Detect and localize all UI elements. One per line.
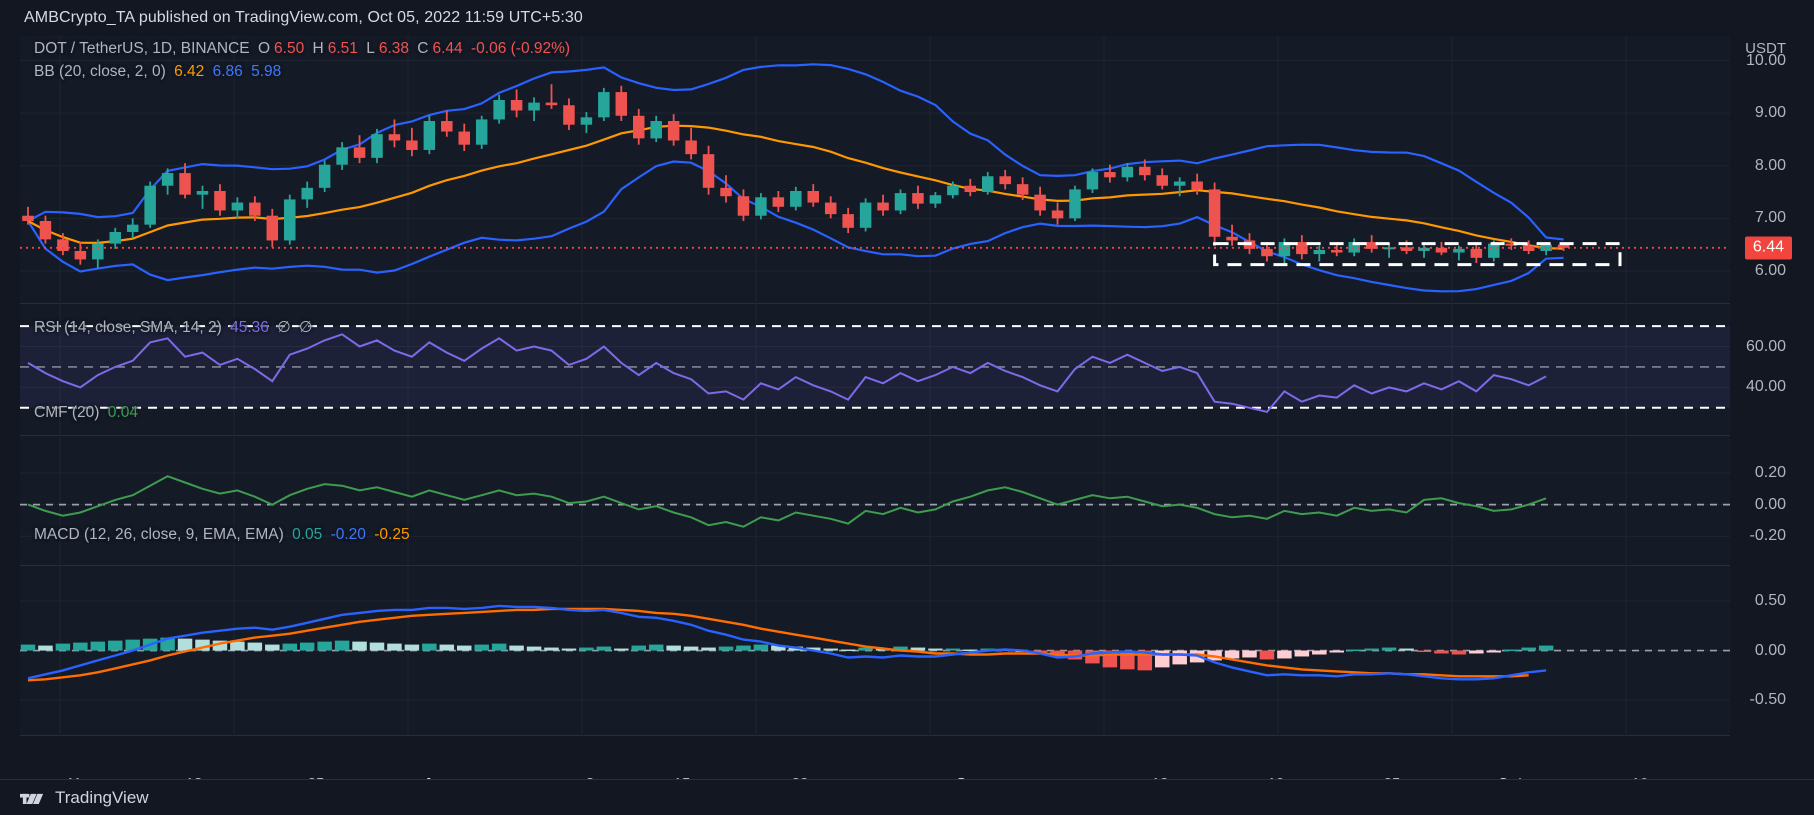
rsi-name[interactable]: RSI (14, close, SMA, 14, 2) [34,319,222,336]
attribution-bar: AMBCrypto_TA published on TradingView.co… [0,0,1814,36]
price-axis-tick: 6.00 [1754,261,1786,279]
symbol-label[interactable]: DOT / TetherUS, 1D, BINANCE [34,40,250,57]
low-value: 6.38 [378,40,409,57]
high-value: 6.51 [327,40,358,57]
rsi-axis-tick: 60.00 [1745,337,1786,355]
rsi-value: 45.36 [230,319,269,336]
close-label: C [417,40,429,57]
macd-hist-value: 0.05 [292,526,323,543]
cmf-axis-tick: 0.20 [1754,464,1786,482]
macd-signal-value: -0.25 [374,526,410,543]
attribution-text: AMBCrypto_TA published on TradingView.co… [24,9,583,26]
macd-name[interactable]: MACD (12, 26, close, 9, EMA, EMA) [34,526,284,543]
close-value: 6.44 [432,40,463,57]
rsi-extra-2: ∅ [299,319,313,336]
high-label: H [312,40,324,57]
bb-basis-value: 6.42 [174,63,205,80]
macd-axis-tick: 0.50 [1754,591,1786,609]
cmf-legend[interactable]: CMF (20) 0.04 [34,404,142,422]
price-pane[interactable] [20,36,1730,304]
pane-divider [20,303,1730,304]
price-legend[interactable]: DOT / TetherUS, 1D, BINANCE O 6.50 H 6.51 … [34,40,574,58]
open-value: 6.50 [274,40,305,57]
cmf-axis-tick: -0.20 [1749,527,1786,545]
cmf-pane[interactable] [20,436,1730,566]
footer-bar: TradingView [0,780,1814,815]
rsi-axis-tick: 40.00 [1745,378,1786,396]
bb-name[interactable]: BB (20, close, 2, 0) [34,63,166,80]
rsi-extra-1: ∅ [277,319,291,336]
open-label: O [257,40,271,57]
price-change: -0.06 (-0.92%) [470,40,571,57]
price-axis-unit: USDT [1745,40,1786,57]
cmf-value: 0.04 [107,404,138,421]
price-axis[interactable]: USDT 10.00 9.00 8.00 7.00 6.00 6.44 [1730,36,1794,304]
price-axis-tick: 9.00 [1754,104,1786,122]
rsi-legend[interactable]: RSI (14, close, SMA, 14, 2) 45.36 ∅ ∅ [34,318,317,337]
chart-frame: DOT / TetherUS, 1D, BINANCE O 6.50 H 6.51 … [20,36,1794,771]
pane-divider [20,565,1730,566]
macd-line-value: -0.20 [330,526,366,543]
pane-divider [20,435,1730,436]
price-axis-tick: 8.00 [1754,156,1786,174]
macd-legend[interactable]: MACD (12, 26, close, 9, EMA, EMA) 0.05 -… [34,526,414,544]
footer-brand: TradingView [55,787,149,807]
price-axis-tick: 10.00 [1745,51,1786,69]
rsi-axis[interactable]: 60.00 40.00 [1730,304,1794,436]
pane-divider [20,735,1730,736]
cmf-axis-tick: 0.00 [1754,495,1786,513]
tradingview-logo-icon [20,789,46,806]
bb-lower-value: 5.98 [251,63,282,80]
current-price-badge: 6.44 [1744,236,1792,260]
bollinger-bands-legend[interactable]: BB (20, close, 2, 0) 6.42 6.86 5.98 [34,63,285,81]
macd-axis-tick: -0.50 [1749,691,1786,709]
price-axis-tick: 7.00 [1754,209,1786,227]
cmf-name[interactable]: CMF (20) [34,404,100,421]
low-label: L [366,40,375,57]
footer-divider [0,779,1814,780]
macd-axis-tick: 0.00 [1754,641,1786,659]
cmf-axis[interactable]: 0.20 0.00 -0.20 [1730,436,1794,566]
macd-axis[interactable]: 0.50 0.00 -0.50 [1730,566,1794,736]
chart-plot-canvas[interactable] [20,36,1730,736]
bb-upper-value: 6.86 [212,63,243,80]
